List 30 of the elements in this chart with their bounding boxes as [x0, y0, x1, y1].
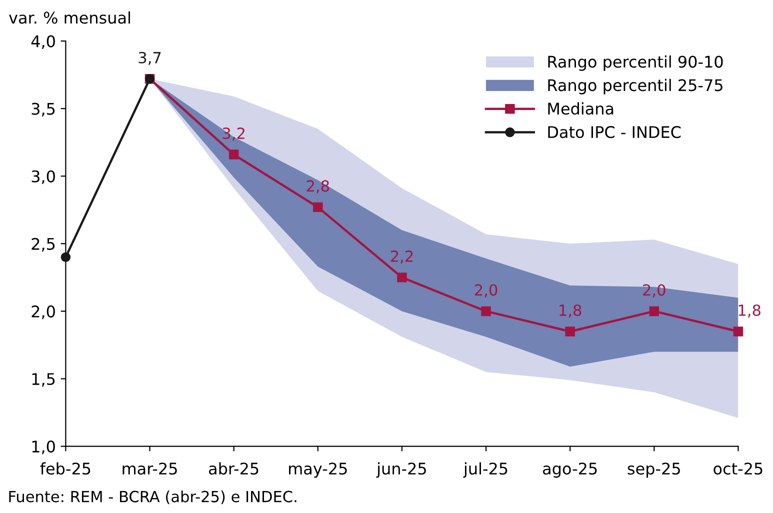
legend-label: Rango percentil 25-75	[548, 78, 722, 94]
x-tick-label: feb-25	[40, 462, 90, 475]
x-tick-label: oct-25	[714, 462, 762, 475]
data-label: 2,0	[474, 284, 498, 298]
data-label: 3,2	[222, 128, 244, 141]
data-label: 2,0	[643, 284, 666, 298]
data-label: 1,8	[560, 304, 582, 318]
data-label: 1,8	[738, 304, 760, 318]
legend-label: Dato IPC - INDEC	[548, 126, 681, 138]
x-tick-label: ago-25	[543, 462, 597, 478]
y-tick-label: 2,0	[32, 305, 55, 320]
y-tick-label: 1,0	[32, 440, 55, 454]
x-tick-label: jul-25	[463, 462, 508, 478]
data-label: 3,7	[138, 52, 161, 65]
x-tick-label: may-25	[289, 462, 347, 478]
legend-label: Mediana	[548, 102, 614, 115]
y-axis-title: var. % mensual	[9, 11, 130, 24]
y-tick-label: 3,0	[32, 170, 55, 184]
y-tick-label: 1,5	[32, 373, 55, 387]
x-tick-label: sep-25	[628, 462, 680, 478]
legend-label: Rango percentil 90-10	[548, 55, 723, 71]
y-tick-label: 3,5	[32, 102, 55, 117]
data-label: 2,2	[390, 250, 413, 264]
source-note: Fuente: REM - BCRA (abr-25) e INDEC.	[9, 490, 296, 504]
x-tick-label: jun-25	[376, 462, 426, 478]
x-tick-label: abr-25	[209, 462, 258, 475]
data-label: 2,8	[306, 180, 329, 194]
y-tick-label: 4,0	[31, 35, 55, 49]
y-tick-label: 2,5	[32, 238, 55, 252]
x-tick-label: mar-25	[122, 462, 177, 475]
